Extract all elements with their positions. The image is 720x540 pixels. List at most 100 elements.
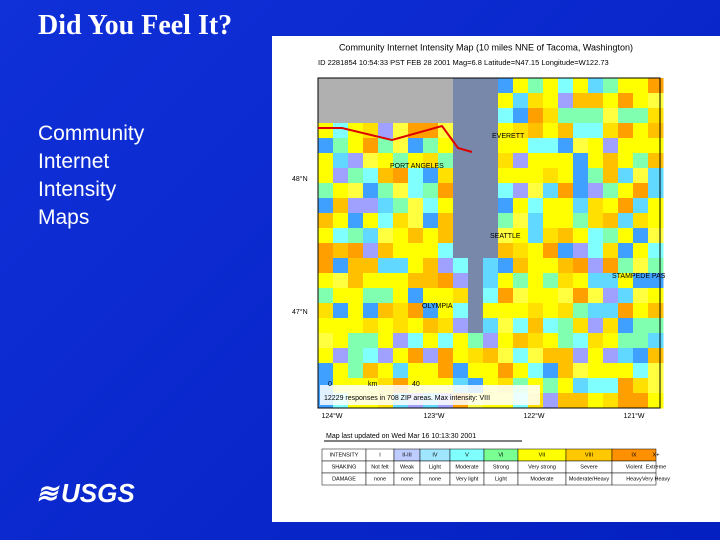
zip-area: [528, 183, 544, 199]
zip-area: [408, 333, 424, 349]
zip-area: [438, 333, 454, 349]
zip-area: [453, 168, 469, 184]
zip-area: [363, 288, 379, 304]
zip-area: [363, 258, 379, 274]
lon-label: 123°W: [423, 412, 444, 420]
legend-text: Moderate: [455, 464, 478, 470]
zip-area: [618, 198, 634, 214]
zip-area: [588, 93, 604, 109]
zip-area: [378, 303, 394, 319]
zip-area: [588, 288, 604, 304]
zip-area: [513, 273, 529, 289]
zip-area: [423, 318, 439, 334]
zip-area: [333, 363, 349, 379]
zip-area: [513, 228, 529, 244]
legend-text: DAMAGE: [332, 476, 356, 482]
zip-area: [603, 108, 619, 124]
zip-area: [393, 348, 409, 364]
legend-text: Light: [495, 476, 507, 482]
zip-area: [318, 78, 334, 94]
zip-area: [588, 228, 604, 244]
zip-area: [588, 78, 604, 94]
zip-area: [348, 318, 364, 334]
zip-area: [378, 273, 394, 289]
zip-area: [363, 78, 379, 94]
zip-area: [423, 288, 439, 304]
zip-area: [603, 198, 619, 214]
zip-area: [363, 108, 379, 124]
zip-area: [393, 243, 409, 259]
zip-area: [378, 108, 394, 124]
zip-area: [378, 183, 394, 199]
zip-area: [648, 108, 664, 124]
zip-area: [543, 183, 559, 199]
zip-area: [393, 78, 409, 94]
legend-text: Strong: [493, 464, 509, 470]
map-panel: Community Internet Intensity Map (10 mil…: [272, 36, 720, 522]
zip-area: [438, 348, 454, 364]
zip-area: [573, 138, 589, 154]
zip-area: [393, 138, 409, 154]
zip-area: [423, 138, 439, 154]
zip-area: [468, 288, 484, 304]
zip-area: [393, 288, 409, 304]
zip-area: [498, 198, 514, 214]
zip-area: [648, 198, 664, 214]
zip-area: [633, 348, 649, 364]
zip-area: [633, 153, 649, 169]
zip-area: [438, 318, 454, 334]
body-line: Community: [38, 122, 145, 145]
zip-area: [423, 243, 439, 259]
zip-area: [633, 138, 649, 154]
zip-area: [483, 168, 499, 184]
zip-area: [648, 333, 664, 349]
zip-area: [513, 288, 529, 304]
zip-area: [408, 78, 424, 94]
zip-area: [633, 93, 649, 109]
zip-area: [393, 363, 409, 379]
zip-area: [318, 318, 334, 334]
zip-area: [543, 213, 559, 229]
legend-text: none: [374, 476, 386, 482]
legend-text: Severe: [580, 464, 597, 470]
zip-area: [513, 243, 529, 259]
zip-area: [528, 123, 544, 139]
zip-area: [378, 333, 394, 349]
zip-area: [408, 213, 424, 229]
zip-area: [603, 303, 619, 319]
responses: 12229 responses in 708 ZIP areas. Max in…: [324, 395, 490, 402]
zip-area: [573, 303, 589, 319]
legend-text: SHAKING: [332, 464, 357, 470]
legend-text: Moderate: [530, 476, 553, 482]
zip-area: [573, 228, 589, 244]
slide-title: Did You Feel It?: [38, 10, 233, 41]
zip-area: [618, 378, 634, 394]
zip-area: [558, 363, 574, 379]
zip-area: [453, 348, 469, 364]
zip-area: [423, 198, 439, 214]
place-label: EVERETT: [492, 133, 525, 140]
legend-text: none: [401, 476, 413, 482]
zip-area: [543, 288, 559, 304]
zip-area: [333, 153, 349, 169]
zip-area: [333, 333, 349, 349]
zip-area: [423, 303, 439, 319]
zip-area: [633, 78, 649, 94]
zip-area: [408, 273, 424, 289]
slide-body: Community Internet Intensity Maps: [38, 120, 144, 232]
zip-area: [483, 198, 499, 214]
zip-area: [483, 333, 499, 349]
legend-text: Very light: [456, 476, 479, 482]
zip-area: [618, 93, 634, 109]
zip-area: [573, 273, 589, 289]
lon-label: 122°W: [523, 412, 544, 420]
zip-area: [453, 243, 469, 259]
zip-area: [438, 363, 454, 379]
zip-area: [438, 303, 454, 319]
zip-area: [393, 198, 409, 214]
zip-area: [378, 153, 394, 169]
zip-area: [528, 93, 544, 109]
zip-area: [588, 378, 604, 394]
zip-area: [528, 363, 544, 379]
zip-area: [618, 153, 634, 169]
